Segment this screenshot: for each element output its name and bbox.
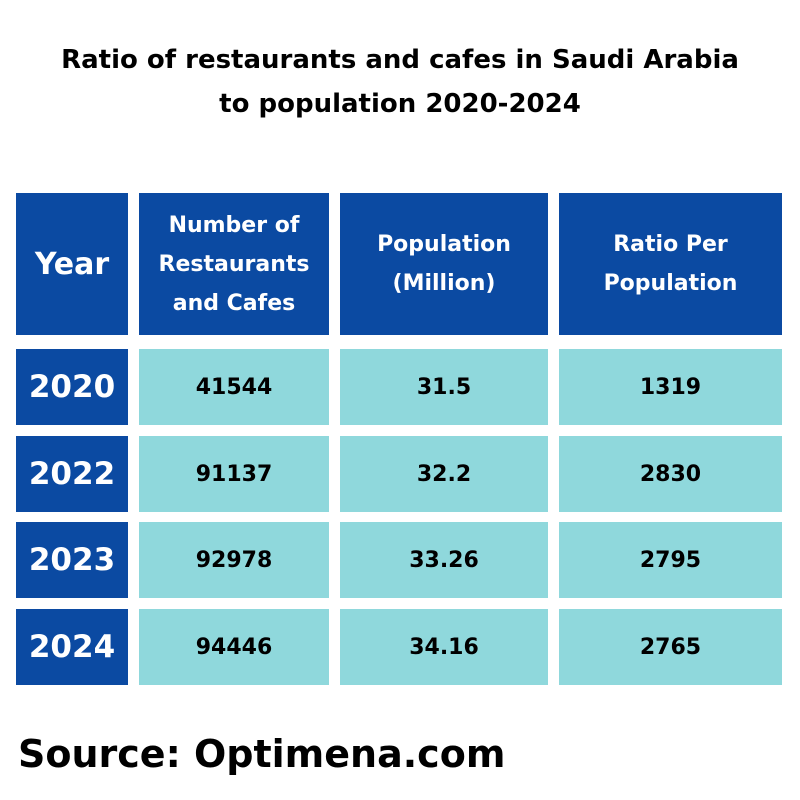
ratio-cell: 1319 <box>559 349 782 425</box>
year-cell: 2023 <box>16 522 128 598</box>
restaurants-cell: 91137 <box>139 436 329 512</box>
population-cell: 33.26 <box>340 522 548 598</box>
chart-title: Ratio of restaurants and cafes in Saudi … <box>0 38 800 126</box>
year-cell: 2024 <box>16 609 128 685</box>
restaurants-cell: 92978 <box>139 522 329 598</box>
year-cell: 2020 <box>16 349 128 425</box>
title-line-1: Ratio of restaurants and cafes in Saudi … <box>61 45 739 75</box>
source-note: Source: Optimena.com <box>18 732 506 776</box>
header-population-label: Population (Million) <box>377 232 511 296</box>
title-line-2: to population 2020-2024 <box>219 89 581 119</box>
population-cell: 32.2 <box>340 436 548 512</box>
header-ratio: Ratio Per Population <box>559 193 782 335</box>
population-cell: 34.16 <box>340 609 548 685</box>
restaurants-cell: 94446 <box>139 609 329 685</box>
header-ratio-label: Ratio Per Population <box>603 232 738 296</box>
header-population: Population (Million) <box>340 193 548 335</box>
header-year-label: Year <box>34 246 110 282</box>
ratio-cell: 2795 <box>559 522 782 598</box>
header-restaurants: Number of Restaurants and Cafes <box>139 193 329 335</box>
ratio-cell: 2765 <box>559 609 782 685</box>
header-restaurants-label: Number of Restaurants and Cafes <box>158 212 310 316</box>
header-year: Year <box>16 193 128 335</box>
year-cell: 2022 <box>16 436 128 512</box>
ratio-cell: 2830 <box>559 436 782 512</box>
population-cell: 31.5 <box>340 349 548 425</box>
restaurants-cell: 41544 <box>139 349 329 425</box>
